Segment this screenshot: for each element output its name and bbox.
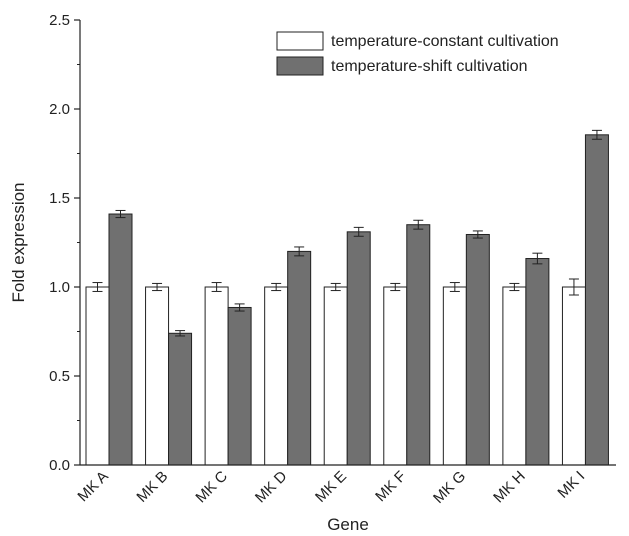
- bar-shift: [108, 213, 133, 466]
- plot-bars: [85, 134, 609, 466]
- bar-constant: [383, 286, 408, 466]
- bar-constant: [204, 286, 229, 466]
- error-bars: [92, 129, 602, 337]
- error-bar: [92, 282, 103, 292]
- x-tick-label: MK H: [490, 468, 529, 507]
- error-bar: [211, 282, 222, 292]
- bar-constant: [502, 286, 527, 466]
- error-bar: [568, 278, 579, 296]
- bar-shift: [525, 258, 550, 466]
- bar-shift: [168, 332, 193, 466]
- bar-constant: [264, 286, 289, 466]
- y-tick-label: 0.5: [49, 368, 70, 385]
- x-tick-label: MK C: [192, 468, 231, 507]
- error-bar: [532, 252, 543, 265]
- bar-shift: [406, 224, 431, 466]
- bar-constant: [561, 286, 586, 466]
- y-ticks: 0.0 0.5 1.0 1.5 2.0 2.5: [49, 12, 80, 474]
- error-bar: [353, 226, 364, 237]
- bar-shift: [346, 231, 371, 466]
- legend-label-shift: temperature-shift cultivation: [331, 58, 528, 75]
- error-bar: [413, 219, 424, 230]
- error-bar: [509, 282, 520, 292]
- x-tick-label: MK E: [312, 468, 350, 506]
- error-bar: [294, 246, 305, 257]
- error-bar: [390, 282, 401, 292]
- error-bar: [234, 303, 245, 312]
- x-tick-label: MK B: [133, 468, 171, 506]
- error-bar: [175, 330, 186, 337]
- bar-shift: [465, 233, 490, 466]
- x-tick-label: MK G: [430, 468, 469, 507]
- bar-constant: [145, 286, 170, 466]
- x-tick-label: MK F: [372, 468, 409, 505]
- legend-swatch-constant: [276, 31, 324, 51]
- x-tick-label: MK A: [74, 468, 111, 505]
- legend-swatch-shift: [276, 56, 324, 76]
- x-tick-label: MK D: [252, 468, 291, 507]
- bar-shift: [287, 250, 312, 466]
- legend: temperature-constant cultivation tempera…: [276, 31, 559, 76]
- x-axis-title: Gene: [327, 515, 369, 534]
- x-ticks: MK A MK B MK C MK D MK E MK F MK G MK H MK I: [74, 468, 588, 507]
- bar-constant: [323, 286, 348, 466]
- y-tick-label: 2.5: [49, 12, 70, 29]
- y-axis-title: Fold expression: [9, 182, 28, 302]
- legend-label-constant: temperature-constant cultivation: [331, 33, 559, 50]
- bar-constant: [442, 286, 467, 466]
- y-tick-label: 1.0: [49, 279, 70, 296]
- error-bar: [152, 282, 163, 292]
- bar-constant: [85, 286, 110, 466]
- y-tick-label: 2.0: [49, 101, 70, 118]
- y-tick-label: 1.5: [49, 190, 70, 207]
- bar-shift: [227, 306, 252, 466]
- x-tick-label: MK I: [554, 468, 588, 502]
- error-bar: [330, 282, 341, 292]
- error-bar: [472, 230, 483, 239]
- error-bar: [115, 209, 126, 219]
- y-tick-label: 0.0: [49, 457, 70, 474]
- error-bar: [271, 282, 282, 292]
- bar-shift: [584, 134, 609, 466]
- error-bar: [449, 282, 460, 292]
- error-bar: [591, 129, 602, 140]
